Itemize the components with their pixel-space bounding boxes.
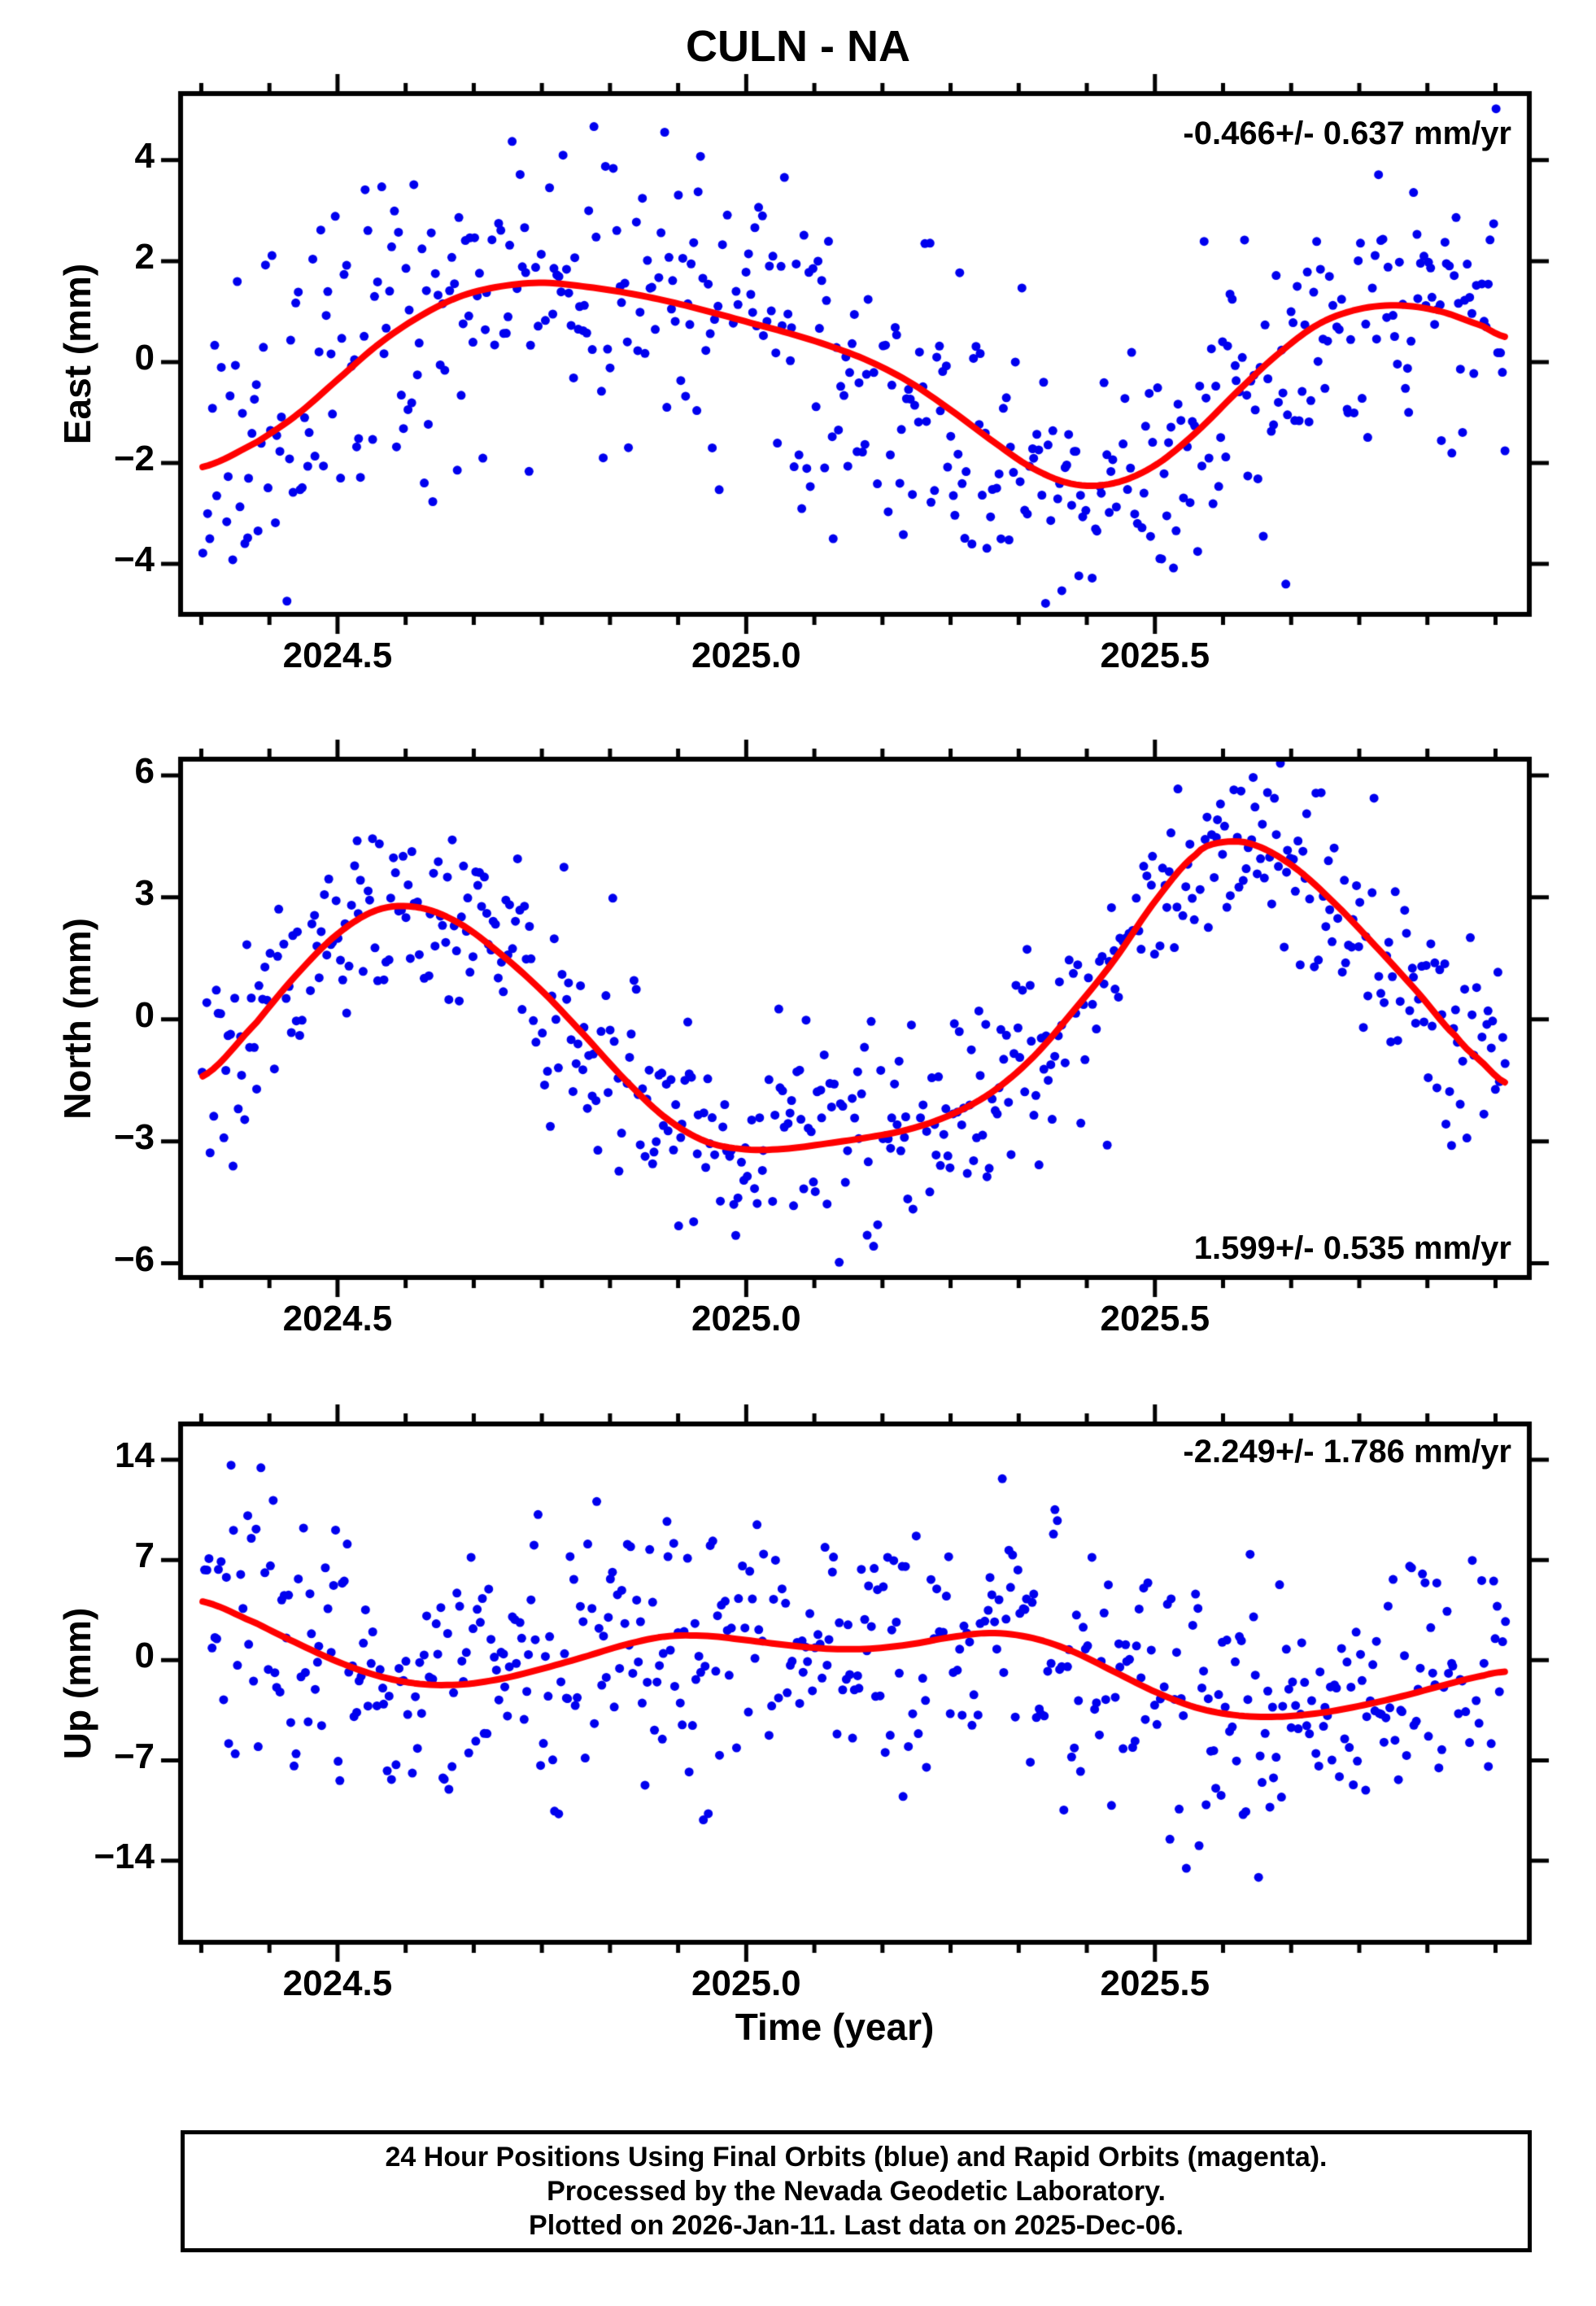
north-axis-label: North (mm) [56, 917, 98, 1120]
up-y-tick-label: 7 [134, 1535, 155, 1576]
east-axis-label: East (mm) [56, 263, 98, 445]
up-axis-label: Up (mm) [56, 1607, 98, 1759]
north-y-tick-label: 0 [134, 994, 155, 1035]
north-x-tick-label: 2025.0 [691, 1299, 801, 1339]
north-y-tick-label: 6 [134, 750, 155, 791]
north-rate-annotation: 1.599+/- 0.535 mm/yr [1193, 1230, 1511, 1266]
footer-line-1: 24 Hour Positions Using Final Orbits (bl… [385, 2142, 1328, 2173]
north-x-tick-label: 2024.5 [282, 1299, 393, 1339]
footer-box: 24 Hour Positions Using Final Orbits (bl… [181, 2130, 1532, 2252]
footer-line-3: Plotted on 2026-Jan-11. Last data on 202… [529, 2210, 1184, 2241]
north-y-tick-label: 3 [134, 872, 155, 913]
up-x-tick-label: 2025.5 [1100, 1963, 1210, 2003]
east-rate-annotation: -0.466+/- 0.637 mm/yr [1183, 116, 1511, 151]
east-y-tick-label: 2 [134, 236, 155, 277]
footer-line-2: Processed by the Nevada Geodetic Laborat… [547, 2176, 1166, 2207]
east-y-tick-label: 4 [134, 135, 155, 176]
east-y-tick-label: −2 [113, 438, 155, 478]
east-plot-canvas [124, 53, 1586, 655]
north-x-tick-label: 2025.5 [1100, 1299, 1210, 1339]
up-rate-annotation: -2.249+/- 1.786 mm/yr [1183, 1434, 1511, 1470]
east-y-tick-label: −4 [113, 539, 155, 579]
east-x-tick-label: 2024.5 [282, 635, 393, 675]
north-y-tick-label: −6 [113, 1238, 155, 1279]
east-y-tick-label: 0 [134, 337, 155, 378]
up-plot-canvas [124, 1383, 1586, 1983]
east-x-tick-label: 2025.0 [691, 635, 801, 675]
x-axis-title: Time (year) [735, 2006, 935, 2048]
up-x-tick-label: 2024.5 [282, 1963, 393, 2003]
up-x-tick-label: 2025.0 [691, 1963, 801, 2003]
north-plot-canvas [124, 718, 1586, 1318]
up-y-tick-label: 0 [134, 1636, 155, 1676]
up-y-tick-label: −14 [94, 1836, 155, 1876]
east-x-tick-label: 2025.5 [1100, 635, 1210, 675]
north-y-tick-label: −3 [113, 1116, 155, 1157]
up-y-tick-label: −7 [113, 1736, 155, 1776]
up-y-tick-label: 14 [115, 1435, 155, 1475]
